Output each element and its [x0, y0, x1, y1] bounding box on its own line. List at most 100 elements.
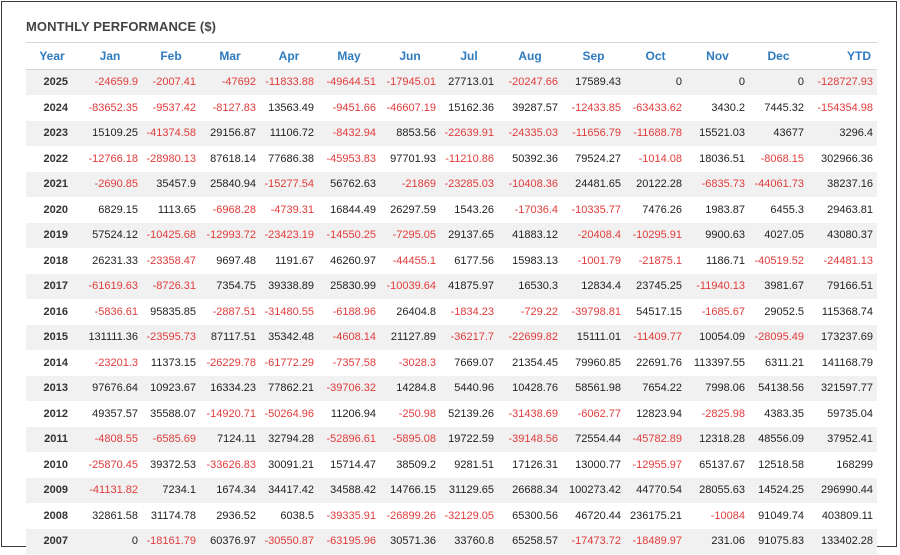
month-cell: 6177.56: [440, 248, 498, 274]
month-cell: -6835.73: [686, 171, 749, 198]
month-cell: 21127.89: [380, 324, 440, 351]
month-cell: -18489.97: [625, 528, 686, 555]
month-cell: 7998.06: [686, 375, 749, 402]
month-cell: 58561.98: [562, 375, 625, 402]
table-row: 2013 97676.64 10923.67 16334.23 77862.21 -397…: [26, 375, 877, 402]
month-cell: -61772.29: [260, 350, 318, 376]
month-cell: -2825.98: [686, 401, 749, 427]
month-cell: -6585.69: [142, 426, 200, 453]
year-cell: 2008: [26, 503, 78, 529]
month-cell: 18036.51: [686, 146, 749, 172]
ytd-cell: 302966.36: [808, 146, 877, 172]
month-cell: -17945.01: [380, 69, 440, 96]
month-cell: -15277.54: [260, 171, 318, 198]
month-cell: -20408.4: [562, 222, 625, 249]
table-row: 2025 -24659.9 -2007.41 -47692 -11833.88 -4964…: [26, 69, 877, 96]
month-cell: 54517.15: [625, 299, 686, 325]
column-header-aug: Aug: [498, 42, 562, 70]
month-cell: -36217.7: [440, 324, 498, 351]
ytd-cell: 43080.37: [808, 222, 877, 249]
month-cell: 16334.23: [200, 375, 260, 402]
column-header-ytd: YTD: [808, 42, 877, 70]
month-cell: 65300.56: [498, 503, 562, 529]
table-row: 2023 15109.25 -41374.58 29156.87 11106.72 -84…: [26, 120, 877, 147]
month-cell: -24335.03: [498, 120, 562, 147]
month-cell: 7124.11: [200, 426, 260, 453]
month-cell: 15162.36: [440, 95, 498, 121]
month-cell: 41883.12: [498, 222, 562, 249]
month-cell: 1983.87: [686, 197, 749, 223]
month-cell: 25840.94: [200, 171, 260, 198]
column-header-dec: Dec: [749, 42, 808, 70]
month-cell: -3028.3: [380, 350, 440, 376]
month-cell: 65258.57: [498, 528, 562, 555]
ytd-cell: 133402.28: [808, 528, 877, 555]
month-cell: -12993.72: [200, 222, 260, 249]
month-cell: 0: [686, 69, 749, 96]
month-cell: 35342.48: [260, 324, 318, 351]
month-cell: 231.06: [686, 528, 749, 555]
table-row: 2018 26231.33 -23358.47 9697.48 1191.67 46260…: [26, 248, 877, 274]
month-cell: 20122.28: [625, 171, 686, 198]
month-cell: 52139.26: [440, 401, 498, 427]
month-cell: 32861.58: [78, 503, 142, 529]
month-cell: -10295.91: [625, 222, 686, 249]
month-cell: -2007.41: [142, 69, 200, 96]
month-cell: -10084: [686, 503, 749, 529]
month-cell: -8068.15: [749, 146, 808, 172]
month-cell: -21869: [380, 171, 440, 198]
month-cell: -1014.08: [625, 146, 686, 172]
month-cell: -39798.81: [562, 299, 625, 325]
month-cell: -17473.72: [562, 528, 625, 555]
month-cell: 30091.21: [260, 452, 318, 478]
month-cell: 26231.33: [78, 248, 142, 274]
ytd-cell: 296990.44: [808, 477, 877, 504]
month-cell: -9537.42: [142, 95, 200, 121]
month-cell: -11833.88: [260, 69, 318, 96]
month-cell: 11373.15: [142, 350, 200, 376]
month-cell: 49357.57: [78, 401, 142, 427]
month-cell: -63433.62: [625, 95, 686, 121]
month-cell: 6038.5: [260, 503, 318, 529]
month-cell: 7669.07: [440, 350, 498, 376]
month-cell: 0: [78, 528, 142, 555]
month-cell: -8127.83: [200, 95, 260, 121]
month-cell: -28095.49: [749, 324, 808, 351]
month-cell: -12766.18: [78, 146, 142, 172]
table-row: 2020 6829.15 1113.65 -6968.28 -4739.31 16844.…: [26, 197, 877, 223]
month-cell: -23358.47: [142, 248, 200, 274]
year-cell: 2013: [26, 375, 78, 402]
month-cell: 4027.05: [749, 222, 808, 249]
month-cell: 46260.97: [318, 248, 380, 274]
month-cell: 16530.3: [498, 273, 562, 300]
month-cell: -41131.82: [78, 477, 142, 504]
table-row: 2017 -61619.63 -8726.31 7354.75 39338.89 2583…: [26, 273, 877, 300]
month-cell: 113397.55: [686, 350, 749, 376]
month-cell: -20247.66: [498, 69, 562, 96]
month-cell: 100273.42: [562, 477, 625, 504]
month-cell: -30550.87: [260, 528, 318, 555]
month-cell: 21354.45: [498, 350, 562, 376]
table-row: 2010 -25870.45 39372.53 -33626.83 30091.21 15…: [26, 452, 877, 478]
month-cell: 35457.9: [142, 171, 200, 198]
month-cell: 7354.75: [200, 273, 260, 300]
year-cell: 2015: [26, 324, 78, 351]
column-header-nov: Nov: [686, 42, 749, 70]
month-cell: 9697.48: [200, 248, 260, 274]
widget-title: MONTHLY PERFORMANCE ($): [26, 19, 217, 34]
month-cell: 9900.63: [686, 222, 749, 249]
year-cell: 2018: [26, 248, 78, 274]
year-cell: 2016: [26, 299, 78, 325]
column-header-may: May: [318, 42, 380, 70]
month-cell: -47692: [200, 69, 260, 96]
month-cell: 39372.53: [142, 452, 200, 478]
table-row: 2024 -83652.35 -9537.42 -8127.83 13563.49 -94…: [26, 95, 877, 121]
month-cell: -31480.55: [260, 299, 318, 325]
month-cell: 4383.35: [749, 401, 808, 427]
month-cell: -45953.83: [318, 146, 380, 172]
month-cell: 10054.09: [686, 324, 749, 351]
month-cell: 6455.3: [749, 197, 808, 223]
month-cell: -44061.73: [749, 171, 808, 198]
year-cell: 2021: [26, 171, 78, 198]
table-row: 2021 -2690.85 35457.9 25840.94 -15277.54 5676…: [26, 171, 877, 198]
